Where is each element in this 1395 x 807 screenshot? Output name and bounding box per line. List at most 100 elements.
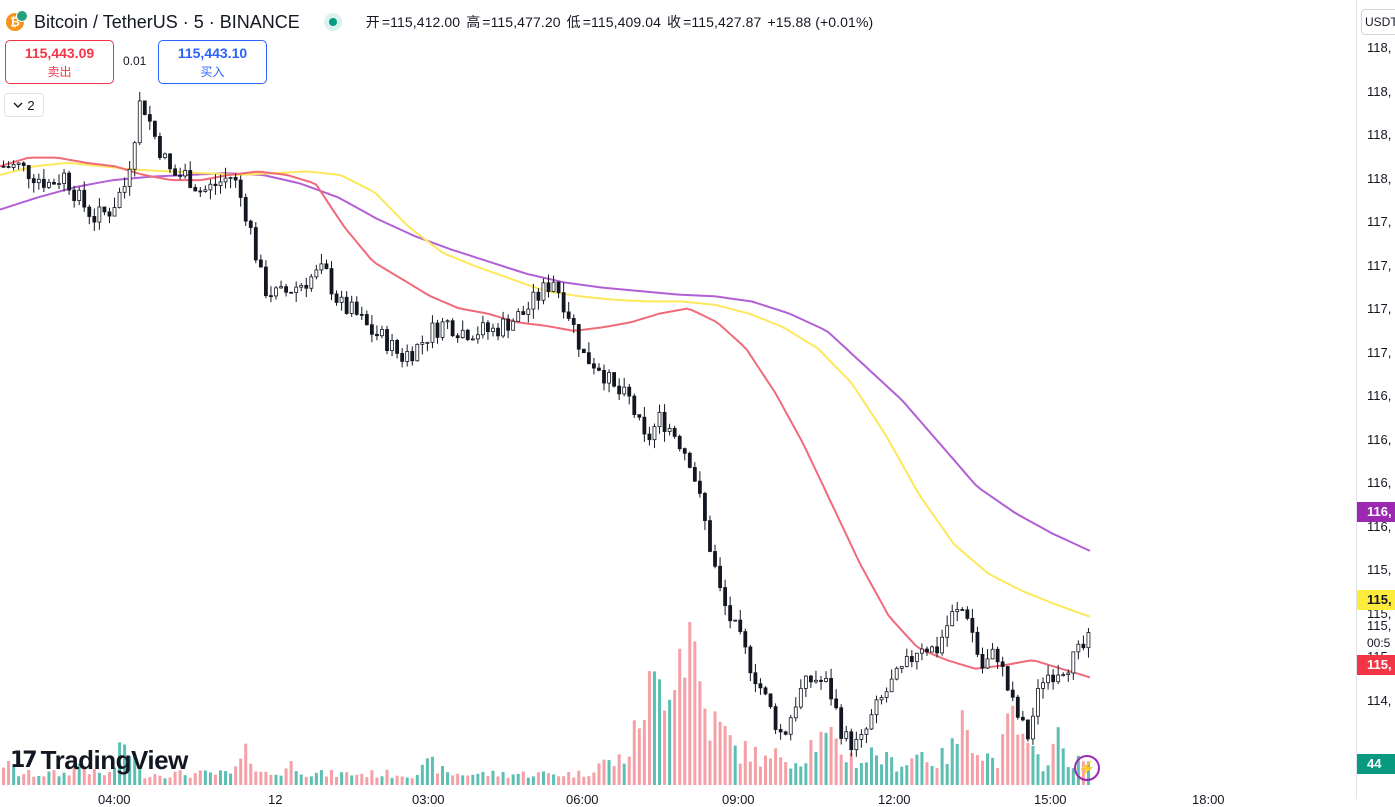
volume-bar [168,777,172,785]
volume-bar [622,763,626,785]
volume-bar [67,775,71,785]
volume-bar [627,756,631,785]
candle-body [430,322,435,343]
price-chart[interactable] [0,0,1356,799]
volume-bar [254,771,258,785]
bitcoin-coin-icon[interactable]: ₿ [6,10,28,31]
candle-body [980,653,985,669]
volume-bar [895,771,899,785]
volume-bar [279,775,283,785]
candle-body [238,179,243,198]
symbol-header: ₿ Bitcoin / TetherUS · 5 · BINANCE 开 =115… [6,9,875,35]
price-axis[interactable]: USDT 118, 118, 118, 118, 117, 117, 117, 117, 116… [1356,0,1395,799]
candle-body [26,165,31,180]
close-value: =115,427.87 [683,14,762,30]
volume-bar [400,776,404,785]
candle-body [97,206,102,223]
volume-bar [57,776,61,785]
volume-bar [683,677,687,785]
change-value: +15.88 (+0.01%) [767,14,874,30]
candle-body [375,333,379,337]
candle-body [511,320,516,331]
volume-bar [370,770,374,785]
candle-body [168,153,172,170]
chevron-down-icon [13,102,23,108]
candle-body [92,216,97,223]
market-status-icon[interactable] [323,13,342,31]
volume-bar [844,762,848,785]
candle-body [102,206,107,213]
sell-button[interactable]: 115,443.09 卖出 [5,40,114,84]
volume-bar [208,772,212,785]
volume-bar [299,774,303,785]
volume-bar [663,710,667,785]
candle-body [248,220,253,228]
volume-bar [380,776,384,785]
candle-body [87,206,92,217]
volume-bar [62,772,66,785]
price-tick: 116, [1367,388,1392,403]
candle-body [869,714,874,730]
candle-body [642,416,647,435]
volume-bar [637,728,641,785]
volume-bar [960,710,964,785]
volume-bar [819,731,823,785]
candle-body [1076,643,1081,653]
candle-body [289,291,294,294]
currency-unit-button[interactable]: USDT [1361,9,1395,35]
candle-body [930,646,934,653]
candle-body [344,296,349,314]
candle-body [107,211,112,217]
volume-bar [360,773,364,785]
volume-bar [476,773,480,785]
candle-body [814,679,818,683]
candle-body [21,162,26,166]
volume-bar [2,767,5,785]
lightning-icon[interactable]: ⚡ [1074,755,1100,781]
volume-bar [294,771,298,785]
candle-body [738,619,743,632]
candle-body [364,314,369,326]
volume-bar [849,752,853,785]
price-tick: 115, [1367,562,1392,577]
volume-bar [864,762,868,785]
volume-bar [567,772,571,785]
volume-bar [496,776,500,785]
candlesticks [1,91,1091,757]
candle-body [349,301,354,314]
volume-bar [1001,734,1005,785]
candle-body [708,520,712,552]
volume-bar [17,776,21,785]
volume-bar [32,776,36,785]
symbol-title[interactable]: Bitcoin / TetherUS · 5 · BINANCE [34,11,300,32]
candle-body [703,492,707,521]
volume-bar [794,763,798,785]
indicators-toggle-button[interactable]: 2 [4,93,44,117]
candle-body [682,448,687,454]
tradingview-logo[interactable]: 17 TradingView [10,745,188,776]
candle-body [612,372,617,387]
candle-body [31,178,36,184]
volume-bar [375,777,379,785]
candle-body [793,706,798,719]
volume-bar [774,748,778,785]
volume-bar [415,774,419,785]
volume-bar [203,770,207,785]
volume-bar [945,763,949,785]
volume-bar [698,681,702,785]
volume-bar [239,758,243,785]
candle-body [904,656,909,667]
volume-bar [763,755,767,785]
volume-bar [314,772,318,785]
candle-body [410,351,415,362]
volume-bar [668,699,672,785]
volume-bar [37,775,41,785]
candle-body [62,172,66,184]
candle-body [940,636,945,654]
volume-bar [7,761,11,785]
buy-button[interactable]: 115,443.10 买入 [158,40,267,84]
candle-body [354,301,359,315]
candle-body [965,609,970,619]
volume-bar [582,776,586,785]
volume-bar [481,771,485,785]
